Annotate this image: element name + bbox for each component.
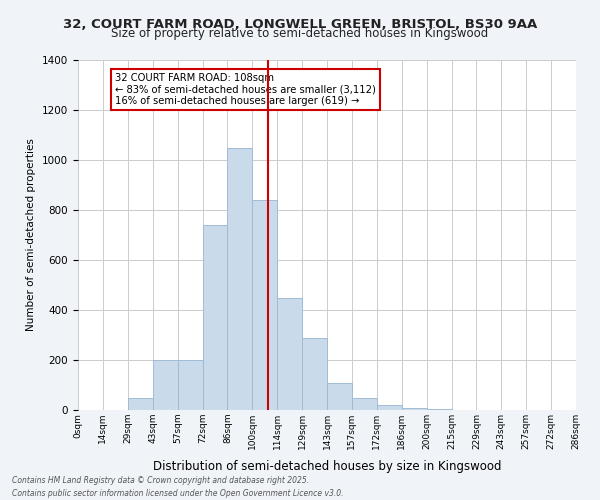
- Bar: [402, 408, 427, 410]
- Y-axis label: Number of semi-detached properties: Number of semi-detached properties: [26, 138, 37, 332]
- Bar: [203, 225, 227, 410]
- Bar: [327, 382, 352, 410]
- Text: Size of property relative to semi-detached houses in Kingswood: Size of property relative to semi-detach…: [112, 28, 488, 40]
- X-axis label: Distribution of semi-detached houses by size in Kingswood: Distribution of semi-detached houses by …: [153, 460, 501, 473]
- Bar: [128, 398, 153, 410]
- Bar: [352, 398, 377, 410]
- Text: Contains HM Land Registry data © Crown copyright and database right 2025.: Contains HM Land Registry data © Crown c…: [12, 476, 309, 485]
- Bar: [178, 360, 203, 410]
- Bar: [277, 298, 302, 410]
- Bar: [302, 338, 327, 410]
- Bar: [253, 200, 277, 410]
- Bar: [152, 360, 178, 410]
- Bar: [227, 148, 253, 410]
- Bar: [427, 409, 452, 410]
- Text: 32 COURT FARM ROAD: 108sqm
← 83% of semi-detached houses are smaller (3,112)
16%: 32 COURT FARM ROAD: 108sqm ← 83% of semi…: [115, 72, 376, 106]
- Text: Contains public sector information licensed under the Open Government Licence v3: Contains public sector information licen…: [12, 488, 343, 498]
- Bar: [377, 405, 402, 410]
- Text: 32, COURT FARM ROAD, LONGWELL GREEN, BRISTOL, BS30 9AA: 32, COURT FARM ROAD, LONGWELL GREEN, BRI…: [63, 18, 537, 30]
